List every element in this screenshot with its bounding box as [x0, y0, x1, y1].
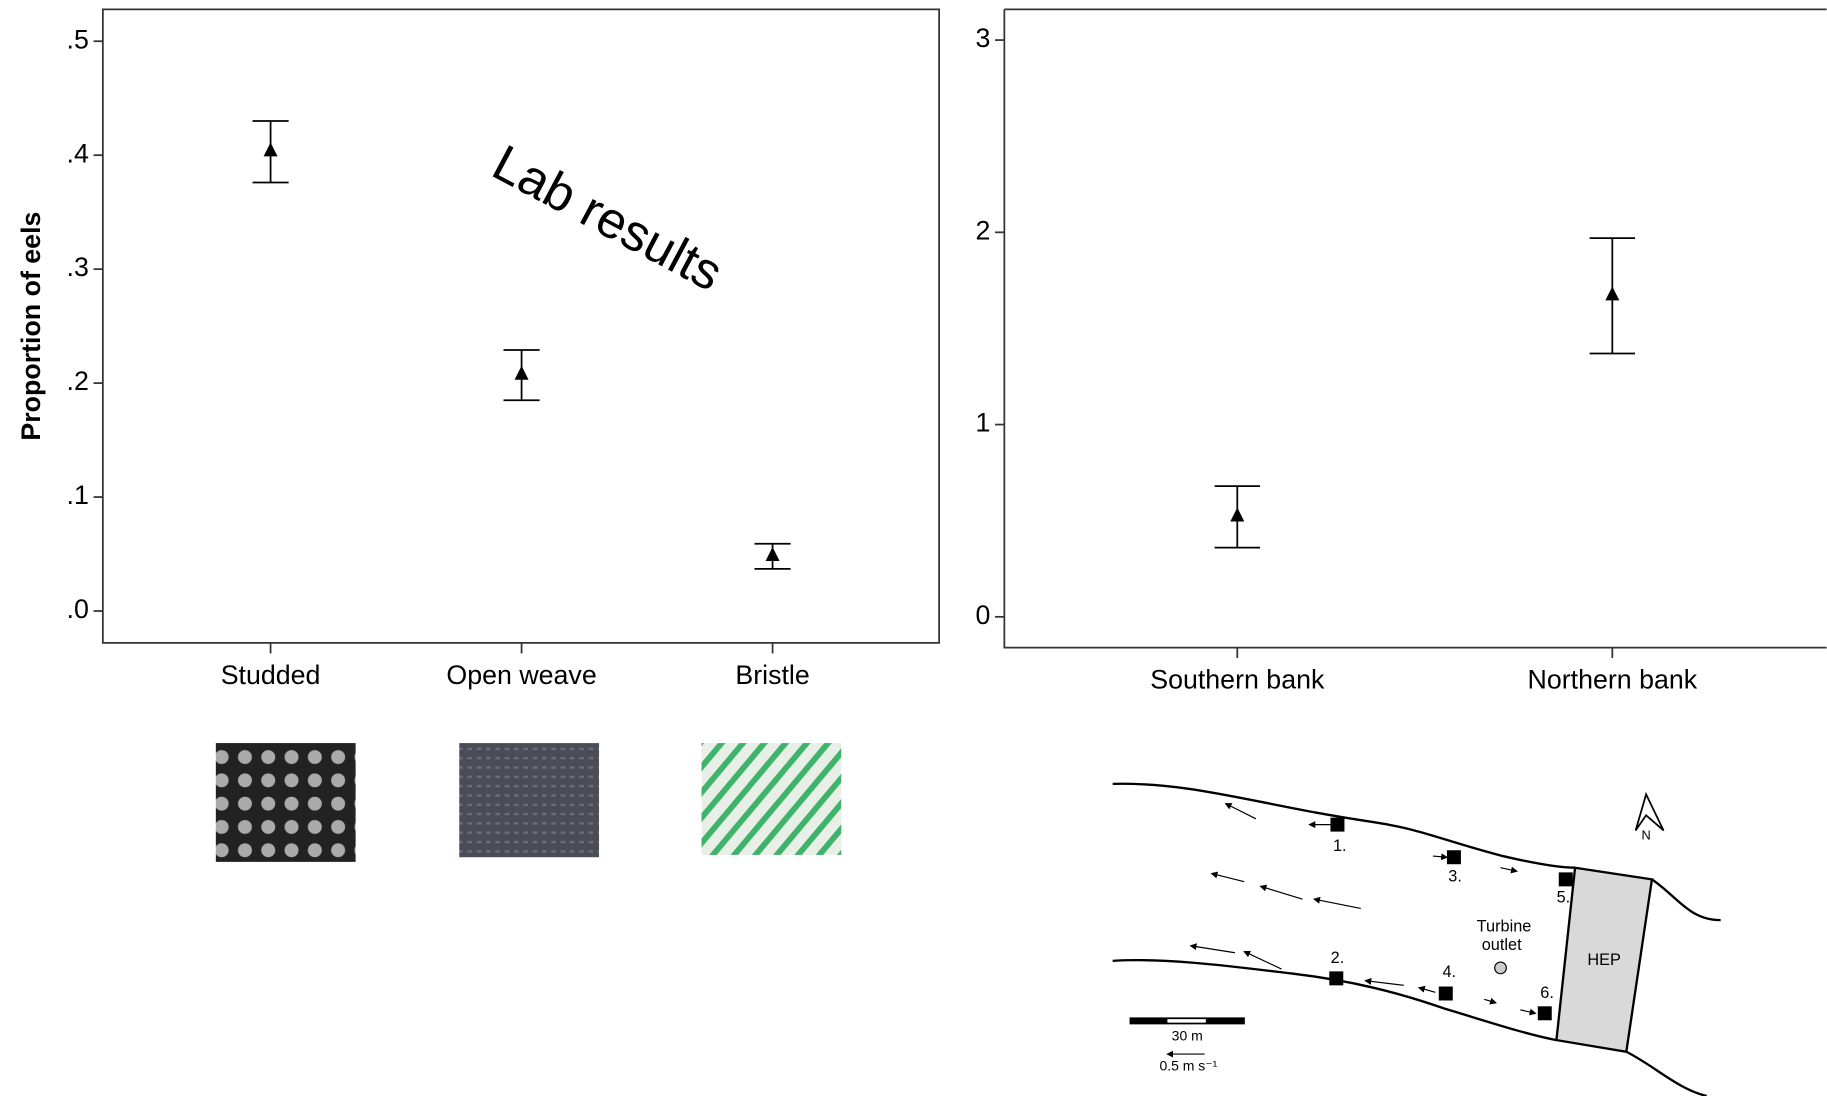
arrow	[1259, 884, 1303, 900]
y-tick-label: .2	[67, 366, 89, 396]
site-map: 1. 2. 3. 4. 5. 6. Turbine outlet HEP N 3…	[1112, 782, 1721, 1096]
open-weave-photo	[459, 743, 600, 858]
y-tick-label: 3	[975, 23, 990, 53]
site-marker	[1330, 817, 1345, 832]
arrow	[1189, 943, 1236, 954]
y-tick-label: 1	[975, 408, 990, 438]
site-label: 5.	[1557, 888, 1571, 906]
scale-label: 30 m	[1172, 1027, 1203, 1043]
mean-point	[765, 546, 780, 561]
turbine-label: Turbine	[1477, 917, 1532, 935]
site-label: 3.	[1448, 867, 1462, 885]
studded-photo	[215, 743, 356, 862]
south-bank	[1112, 958, 1557, 1042]
hep-building	[1555, 866, 1654, 1054]
arrow	[1520, 1008, 1537, 1016]
site-label: 4.	[1442, 963, 1456, 981]
y-tick-label: 0	[975, 600, 990, 630]
y-tick-label: 2	[975, 215, 990, 245]
mean-point	[1230, 507, 1245, 522]
north-bank	[1112, 782, 1576, 869]
site-marker	[1438, 986, 1453, 1001]
annotation: Lab results	[484, 134, 732, 302]
y-tick-label: .5	[67, 24, 89, 54]
velocity-label: 0.5 m s⁻¹	[1159, 1058, 1217, 1074]
x-tick-label: Northern bank	[1528, 664, 1698, 694]
mean-point	[1605, 286, 1620, 301]
bristle-photo	[701, 743, 842, 855]
north-label: N	[1641, 828, 1650, 843]
flow-arrows	[1189, 803, 1537, 1016]
site-marker	[1537, 1006, 1552, 1021]
charts: .0 .1 .2 .3 .4 .5 Studded Open weave Bristle 0 1 2 3…	[67, 8, 1827, 694]
plot-frame	[1003, 8, 1827, 649]
site-label: 2.	[1331, 949, 1345, 967]
x-tick-label: Open weave	[446, 660, 596, 690]
arrow	[1364, 977, 1404, 986]
north-arrow	[1634, 791, 1665, 832]
site-label: 6.	[1540, 984, 1554, 1002]
hep-label: HEP	[1587, 951, 1621, 969]
plot-frame	[101, 8, 940, 644]
x-tick-label: Southern bank	[1150, 664, 1325, 694]
sample-sites	[1329, 817, 1573, 1021]
arrow	[1417, 985, 1436, 993]
arrow	[1224, 803, 1257, 820]
mean-point	[514, 365, 529, 380]
y-tick-label: .1	[67, 480, 89, 510]
y-axis-label: Proportion of eels	[16, 212, 46, 441]
turbine-outlet	[1494, 961, 1507, 975]
arrow	[1243, 950, 1282, 970]
y-tick-label: .0	[67, 594, 89, 624]
north-bank	[1651, 878, 1721, 922]
x-tick-label: Bristle	[735, 660, 809, 690]
arrow	[1500, 866, 1518, 874]
site-label: 1.	[1333, 837, 1347, 855]
arrow	[1484, 997, 1497, 1005]
x-tick-label: Studded	[221, 660, 321, 690]
arrow	[1432, 853, 1449, 861]
site-marker	[1446, 850, 1461, 865]
y-tick-label: .4	[67, 138, 89, 168]
arrow	[1210, 871, 1245, 883]
arrow	[1313, 896, 1361, 910]
site-marker	[1329, 971, 1344, 986]
scale-bar-segment	[1167, 1019, 1206, 1023]
mean-point	[263, 142, 278, 157]
south-bank	[1625, 1050, 1707, 1096]
y-tick-label: .3	[67, 252, 89, 282]
site-marker	[1558, 872, 1573, 887]
turbine-label: outlet	[1482, 936, 1522, 954]
